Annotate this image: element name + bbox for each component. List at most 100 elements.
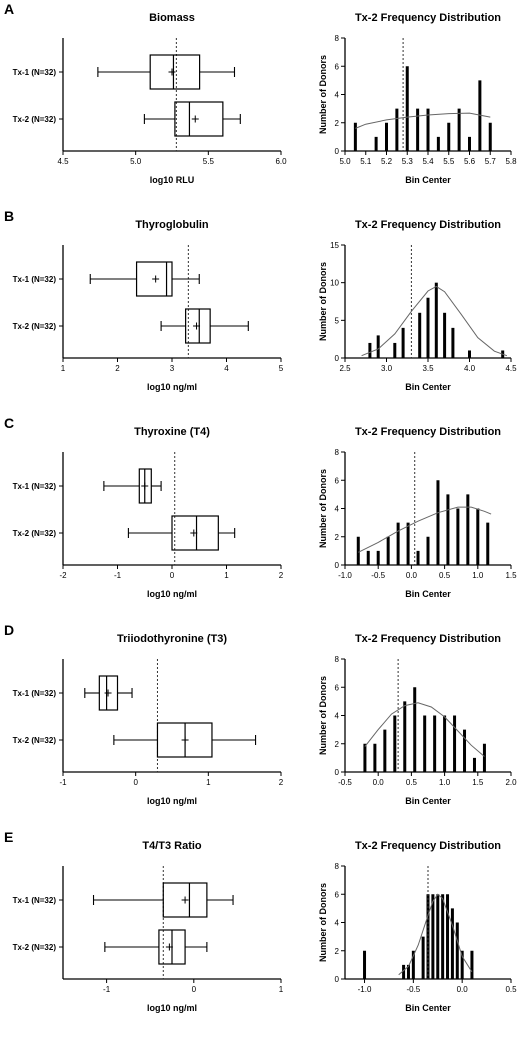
histogram-bar xyxy=(405,66,409,151)
x-tick-label: 5.2 xyxy=(381,157,393,166)
x-tick-label: 0 xyxy=(133,778,138,787)
group-label: Tx-2 (N=32) xyxy=(13,115,57,124)
group-label: Tx-1 (N=32) xyxy=(13,896,57,905)
histogram-bar xyxy=(393,715,397,772)
gaussian-fit-curve xyxy=(398,893,473,976)
panel-title: Tx-2 Frequency Distribution xyxy=(355,633,501,645)
x-tick-label: -1.0 xyxy=(358,985,372,994)
x-tick-label: 0.5 xyxy=(439,571,451,580)
histogram-bar xyxy=(383,729,387,772)
histogram-bar xyxy=(411,950,415,979)
histogram-bar xyxy=(401,327,405,358)
x-tick-label: 1 xyxy=(224,571,229,580)
y-axis-label: Number of Donors xyxy=(318,262,328,341)
y-tick-label: 0 xyxy=(335,975,340,984)
histogram-bar xyxy=(418,312,422,358)
x-tick-label: 1.5 xyxy=(472,778,484,787)
x-tick-label: 2.0 xyxy=(505,778,517,787)
y-axis-label: Number of Donors xyxy=(318,469,328,548)
histogram-bar xyxy=(366,550,370,565)
x-tick-label: 5.5 xyxy=(443,157,455,166)
panel-title: T4/T3 Ratio xyxy=(142,840,202,852)
iqr-box xyxy=(171,515,219,551)
iqr-box xyxy=(174,101,224,137)
x-tick-label: 3 xyxy=(170,364,175,373)
histogram-bar xyxy=(460,950,464,979)
histogram-bar xyxy=(386,536,390,565)
histogram-bar xyxy=(396,522,400,565)
histogram-bar xyxy=(406,964,410,979)
x-axis-label: log10 ng/ml xyxy=(147,382,197,392)
panel-label-c: C xyxy=(4,415,14,431)
y-tick-label: 0 xyxy=(335,768,340,777)
x-axis-label: log10 RLU xyxy=(150,175,195,185)
histogram-bar xyxy=(472,757,476,772)
histogram-bar xyxy=(421,936,425,979)
y-tick-label: 10 xyxy=(330,279,339,288)
histogram-bar xyxy=(478,80,482,151)
panel-title: Thyroglobulin xyxy=(135,219,209,231)
x-tick-label: 2 xyxy=(279,778,284,787)
histogram-bar xyxy=(451,327,455,358)
group-label: Tx-2 (N=32) xyxy=(13,736,57,745)
y-tick-label: 4 xyxy=(335,919,340,928)
histogram-bar xyxy=(436,894,440,979)
y-tick-label: 8 xyxy=(335,862,340,871)
group-label: Tx-1 (N=32) xyxy=(13,275,57,284)
gaussian-fit-curve xyxy=(361,285,508,357)
x-tick-label: 0.0 xyxy=(373,778,385,787)
histogram-bar xyxy=(470,950,474,979)
iqr-box xyxy=(135,261,173,297)
x-tick-label: 0.0 xyxy=(457,985,469,994)
iqr-box xyxy=(149,54,201,90)
iqr-box xyxy=(162,882,208,918)
histogram-bar xyxy=(476,508,480,565)
x-tick-label: -1 xyxy=(59,778,67,787)
y-tick-label: 6 xyxy=(335,62,340,71)
y-axis-label: Number of Donors xyxy=(318,55,328,134)
y-tick-label: 6 xyxy=(335,683,340,692)
histogram-bar xyxy=(416,108,420,151)
x-tick-label: 2 xyxy=(279,571,284,580)
x-tick-label: 5.7 xyxy=(485,157,497,166)
x-tick-label: -0.5 xyxy=(371,571,385,580)
x-axis-label: log10 ng/ml xyxy=(147,589,197,599)
x-tick-label: 4.5 xyxy=(57,157,69,166)
x-tick-label: 3.5 xyxy=(422,364,434,373)
y-tick-label: 4 xyxy=(335,505,340,514)
histogram-bar xyxy=(431,894,435,979)
histogram-bar xyxy=(363,950,367,979)
x-axis-label: Bin Center xyxy=(405,796,451,806)
histogram-bar xyxy=(446,894,450,979)
histogram-bar xyxy=(423,715,427,772)
histogram-bar xyxy=(373,743,377,772)
x-tick-label: 4.5 xyxy=(505,364,517,373)
x-tick-label: -1 xyxy=(103,985,111,994)
x-tick-label: 4.0 xyxy=(464,364,476,373)
gaussian-fit-curve xyxy=(358,506,492,553)
x-tick-label: 1.0 xyxy=(472,571,484,580)
histogram-bar xyxy=(402,964,406,979)
x-tick-label: 5.3 xyxy=(402,157,414,166)
y-tick-label: 5 xyxy=(335,316,340,325)
panel-title: Thyroxine (T4) xyxy=(134,426,210,438)
histogram-bar xyxy=(376,550,380,565)
histogram-bar xyxy=(363,743,367,772)
x-tick-label: 1 xyxy=(61,364,66,373)
x-tick-label: -0.5 xyxy=(338,778,352,787)
histogram-bar xyxy=(413,687,417,772)
x-tick-label: 5.1 xyxy=(360,157,372,166)
group-label: Tx-2 (N=32) xyxy=(13,322,57,331)
y-tick-label: 0 xyxy=(335,147,340,156)
x-axis-label: Bin Center xyxy=(405,1003,451,1013)
histogram-bar xyxy=(426,297,430,358)
histogram-bar xyxy=(406,522,410,565)
panel-label-a: A xyxy=(4,1,14,17)
x-axis-label: Bin Center xyxy=(405,382,451,392)
x-tick-label: 1 xyxy=(279,985,284,994)
x-tick-label: 6.0 xyxy=(275,157,287,166)
x-tick-label: 4 xyxy=(224,364,229,373)
x-tick-label: 1.0 xyxy=(439,778,451,787)
x-tick-label: 5.5 xyxy=(203,157,215,166)
y-tick-label: 2 xyxy=(335,947,340,956)
